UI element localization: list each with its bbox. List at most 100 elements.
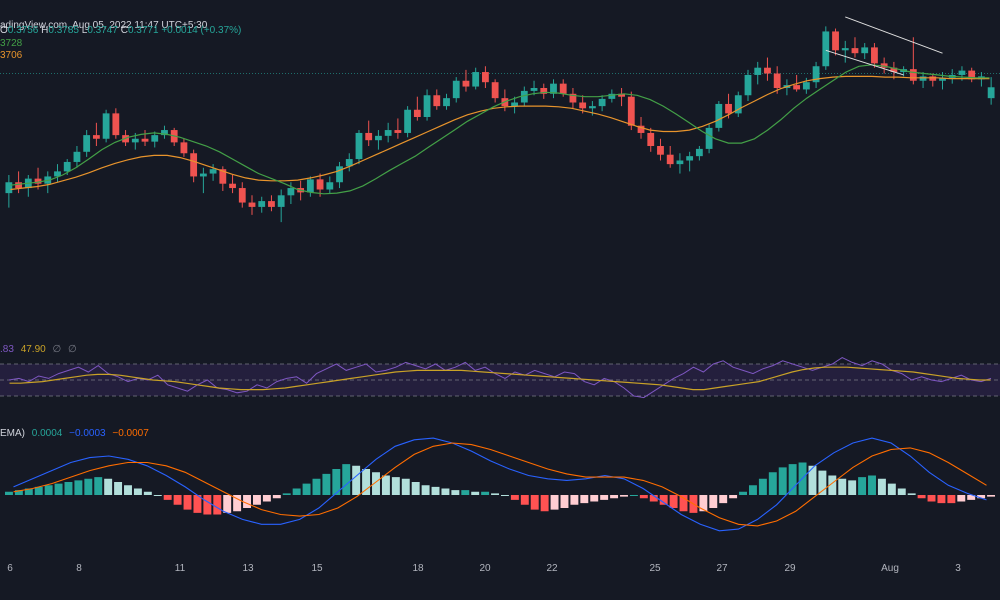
- macd-histogram-bar: [907, 493, 916, 495]
- macd-histogram-bar: [362, 469, 371, 495]
- macd-signal-value: −0.0007: [112, 428, 149, 439]
- candle-body: [841, 48, 849, 51]
- macd-histogram-bar: [243, 495, 252, 508]
- macd-histogram-bar: [838, 478, 847, 495]
- candle-body: [764, 67, 771, 74]
- candle-body: [754, 67, 762, 75]
- candle-body: [725, 103, 732, 114]
- candle-body: [258, 201, 266, 207]
- macd-histogram-bar: [788, 464, 797, 495]
- macd-histogram-bar: [768, 472, 777, 495]
- candle-body: [715, 103, 723, 128]
- macd-histogram-bar: [84, 478, 93, 495]
- macd-histogram-bar: [620, 495, 628, 497]
- ohlc-values: O0.3756 H0.3785 L0.3747 C0.3771 +0.0014 …: [0, 25, 241, 36]
- macd-histogram-bar: [262, 495, 271, 502]
- macd-histogram-bar: [114, 482, 123, 495]
- macd-histogram-bar: [64, 482, 73, 495]
- candle-body: [559, 83, 567, 94]
- candle-body: [365, 132, 373, 141]
- open-value: 0.3756: [7, 25, 39, 36]
- macd-histogram-bar: [887, 483, 896, 495]
- macd-histogram-bar: [550, 495, 559, 510]
- candle-body: [316, 179, 324, 190]
- macd-histogram-bar: [332, 469, 341, 495]
- macd-histogram-bar: [481, 491, 490, 495]
- x-axis-label: Aug: [881, 563, 899, 574]
- macd-histogram-bar: [133, 488, 142, 495]
- candle-body: [141, 138, 149, 142]
- candle-body: [190, 153, 198, 177]
- rsi-ma-line: [9, 366, 991, 391]
- x-axis-label: 18: [412, 563, 424, 574]
- macd-histogram-bar: [510, 495, 519, 500]
- candle-body: [686, 156, 694, 161]
- candle-body: [530, 88, 538, 91]
- x-axis-label: 22: [546, 563, 558, 574]
- candle-body: [588, 106, 596, 109]
- candle-body: [958, 70, 966, 75]
- close-value: 0.3771: [127, 25, 159, 36]
- candle-body: [268, 201, 275, 207]
- low-value: 0.3747: [87, 25, 118, 36]
- macd-histogram-bar: [183, 495, 192, 510]
- candle-body: [851, 48, 859, 54]
- candle-body: [511, 102, 518, 107]
- candle-body: [598, 98, 606, 107]
- candle-body: [277, 195, 285, 207]
- macd-histogram-bar: [153, 495, 162, 496]
- candle-body: [209, 169, 217, 174]
- macd-title: EMA): [0, 428, 25, 439]
- macd-histogram-bar: [868, 475, 876, 495]
- candle-body: [112, 113, 120, 136]
- macd-histogram-bar: [580, 495, 589, 504]
- candle-body: [890, 67, 898, 73]
- candle-body: [199, 173, 207, 177]
- x-axis-label: 13: [242, 563, 254, 574]
- candle-body: [131, 138, 139, 143]
- macd-histogram-bar: [629, 495, 638, 496]
- macd-histogram-bar: [173, 495, 182, 505]
- macd-histogram-bar: [560, 495, 569, 508]
- pattern-lower-trendline: [825, 49, 904, 76]
- candle-body: [423, 95, 431, 117]
- candle-body: [793, 85, 801, 90]
- candle-body: [939, 77, 946, 81]
- macd-histogram-bar: [461, 490, 470, 495]
- candle-body: [102, 113, 110, 139]
- pattern-upper-trendline: [845, 16, 943, 54]
- macd-histogram-bar: [699, 495, 708, 512]
- candle-body: [306, 179, 314, 193]
- macd-histogram-bar: [302, 483, 311, 495]
- candle-body: [482, 72, 489, 83]
- macd-signal-line: [13, 442, 987, 527]
- macd-histogram-bar: [977, 495, 986, 499]
- macd-histogram-bar: [163, 495, 172, 500]
- candle-body: [880, 63, 888, 68]
- macd-line: [13, 437, 987, 532]
- candle-body: [161, 130, 168, 136]
- candle-body: [579, 102, 587, 109]
- macd-histogram-bar: [322, 473, 331, 495]
- rsi-line: [8, 357, 992, 399]
- macd-histogram-bar: [34, 486, 43, 495]
- macd-legend: EMA) 0.0004 −0.0003 −0.0007: [0, 428, 149, 439]
- candle-body: [238, 188, 246, 203]
- macd-histogram-bar: [24, 488, 33, 495]
- candle-body: [433, 95, 441, 107]
- rsi-na-1: ∅: [52, 344, 62, 355]
- macd-histogram-bar: [917, 495, 926, 499]
- macd-histogram-bar: [411, 482, 420, 495]
- macd-histogram-bar: [401, 478, 410, 495]
- macd-histogram-bar: [203, 495, 212, 515]
- candle-body: [618, 93, 625, 97]
- macd-histogram-bar: [391, 477, 400, 495]
- candle-body: [5, 182, 13, 194]
- x-axis-label: 6: [7, 563, 13, 574]
- macd-histogram-bar: [94, 477, 103, 495]
- rsi-legend: .83 47.90 ∅ ∅: [0, 344, 77, 355]
- candle-body: [647, 132, 655, 146]
- candle-body: [345, 159, 353, 167]
- macd-histogram-bar: [471, 491, 480, 495]
